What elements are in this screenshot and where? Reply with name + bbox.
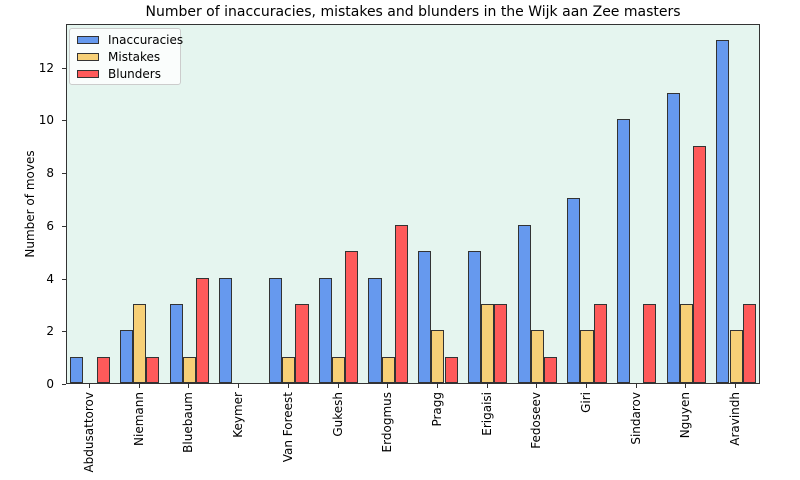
bar-blunders-nguyen (693, 145, 707, 383)
y-tick-label: 10 (38, 113, 54, 128)
legend-swatch (77, 70, 99, 78)
x-tick-label: Fedoseev (529, 392, 544, 449)
tick-mark (188, 384, 190, 388)
tick-mark (238, 384, 240, 388)
x-tick-label: Gukesh (330, 392, 345, 437)
bar-inaccuracies-nguyen (666, 92, 680, 383)
bar-blunders-gukesh (345, 251, 359, 383)
legend-label: Mistakes (108, 50, 161, 64)
legend-swatch (77, 36, 99, 44)
bar-inaccuracies-niemann (119, 330, 134, 383)
bar-inaccuracies-bluebaum (169, 303, 183, 383)
bar-inaccuracies-erigaisi (467, 251, 481, 383)
bar-blunders-erigaisi (494, 303, 508, 383)
bar-mistakes-niemann (133, 303, 147, 383)
bar-mistakes-pragg (431, 330, 445, 383)
tick-mark (62, 120, 66, 122)
bar-mistakes-erigaisi (481, 303, 495, 383)
tick-mark (486, 384, 488, 388)
y-tick-label: 2 (46, 324, 54, 339)
bar-inaccuracies-gukesh (318, 277, 332, 383)
bar-blunders-sindarov (643, 303, 657, 383)
tick-mark (735, 384, 737, 388)
bar-inaccuracies-pragg (418, 251, 432, 383)
tick-mark (62, 331, 66, 333)
bar-mistakes-giri (580, 330, 594, 383)
y-axis-label: Number of moves (23, 150, 37, 258)
y-tick-label: 8 (46, 166, 54, 180)
y-tick-label: 6 (46, 218, 54, 233)
tick-mark (685, 384, 687, 388)
bar-inaccuracies-keymer (219, 277, 233, 383)
bar-inaccuracies-aravindh (716, 40, 730, 383)
tick-mark (635, 384, 637, 388)
tick-mark (62, 173, 66, 174)
legend-item-inaccuracies: Inaccuracies (77, 32, 183, 48)
y-tick-label: 0 (46, 377, 54, 391)
tick-mark (62, 278, 66, 280)
x-tick-label: Erdogmus (380, 392, 395, 453)
x-tick-label: Niemann (131, 392, 146, 446)
bar-blunders-erdogmus (394, 224, 408, 383)
tick-mark (387, 384, 389, 388)
x-tick-label: Bluebaum (181, 392, 196, 453)
x-tick-label: Keymer (231, 392, 246, 438)
bar-mistakes-gukesh (331, 356, 346, 383)
bar-inaccuracies-fedoseev (517, 224, 531, 383)
legend: Inaccuracies Mistakes Blunders (69, 28, 183, 85)
bar-blunders-giri (593, 303, 607, 383)
bar-blunders-bluebaum (196, 277, 210, 383)
chart-title: Number of inaccuracies, mistakes and blu… (145, 4, 681, 20)
tick-mark (337, 384, 339, 388)
legend-label: Blunders (108, 67, 161, 81)
tick-mark (62, 67, 66, 69)
legend-item-blunders: Blunders (77, 66, 161, 82)
x-tick-label: Erigaisi (479, 392, 494, 436)
bar-inaccuracies-abdusattorov (70, 356, 84, 383)
bar-inaccuracies-sindarov (616, 119, 631, 383)
bar-mistakes-aravindh (729, 330, 743, 383)
legend-swatch (77, 53, 99, 61)
bar-blunders-niemann (146, 356, 160, 383)
bar-mistakes-nguyen (679, 303, 693, 383)
x-tick-label: Giri (579, 392, 593, 413)
x-tick-label: Sindarov (628, 392, 643, 445)
bar-blunders-abdusattorov (96, 356, 110, 383)
tick-mark (62, 384, 66, 385)
bar-mistakes-fedoseev (530, 330, 544, 383)
x-tick-label: Abdusattorov (82, 392, 96, 473)
tick-mark (536, 384, 538, 388)
plot-area (66, 24, 760, 384)
bar-blunders-fedoseev (543, 356, 558, 383)
legend-item-mistakes: Mistakes (77, 49, 160, 65)
bar-inaccuracies-erdogmus (368, 277, 382, 383)
tick-mark (436, 384, 438, 388)
bar-blunders-pragg (444, 356, 458, 383)
bar-inaccuracies-giri (567, 198, 581, 383)
tick-mark (89, 384, 90, 388)
bar-mistakes-erdogmus (381, 356, 395, 383)
bar-mistakes-van-foreest (282, 356, 296, 383)
tick-mark (138, 384, 140, 388)
tick-mark (586, 384, 587, 388)
y-tick-label: 12 (38, 60, 54, 75)
x-tick-label: Pragg (429, 392, 444, 427)
bar-blunders-van-foreest (295, 303, 309, 383)
bar-mistakes-bluebaum (182, 356, 196, 383)
tick-mark (62, 225, 66, 227)
y-tick-label: 4 (46, 271, 54, 286)
x-tick-label: Van Foreest (280, 392, 295, 463)
legend-label: Inaccuracies (108, 33, 184, 47)
x-tick-label: Aravindh (728, 392, 743, 446)
bar-blunders-aravindh (742, 303, 756, 383)
tick-mark (287, 384, 289, 388)
x-tick-label: Nguyen (678, 392, 693, 439)
bar-inaccuracies-van-foreest (269, 277, 283, 383)
